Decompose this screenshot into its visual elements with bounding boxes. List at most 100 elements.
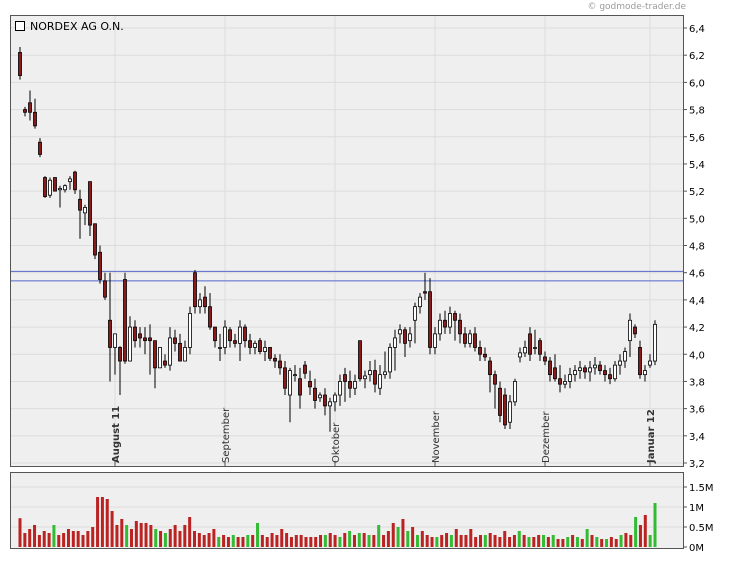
- candle: [523, 340, 527, 357]
- volume-bar: [445, 533, 449, 547]
- candle: [593, 356, 597, 375]
- candle: [458, 313, 462, 344]
- volume-tick-label: 1.5M: [689, 483, 714, 494]
- candle-body: [68, 178, 72, 183]
- candle-body: [403, 329, 407, 344]
- candle: [448, 306, 452, 334]
- candle-body: [158, 347, 162, 369]
- volume-bar: [71, 531, 75, 547]
- candle: [623, 347, 627, 368]
- candle-body: [18, 52, 22, 76]
- volume-bar: [522, 535, 526, 547]
- candle: [383, 351, 387, 379]
- volume-bar: [609, 537, 613, 547]
- price-tick-label: 4,4: [689, 296, 705, 307]
- candle: [328, 397, 332, 432]
- candle: [153, 340, 157, 389]
- candle: [553, 354, 557, 382]
- volume-bar: [571, 535, 575, 547]
- volume-bar: [47, 533, 51, 547]
- candle-body: [318, 394, 322, 399]
- candle: [473, 327, 477, 352]
- volume-bar: [585, 529, 589, 547]
- candle: [413, 302, 417, 344]
- candle: [618, 354, 622, 375]
- candle-body: [553, 367, 557, 380]
- volume-axis: 1.5M 1M 0.5M 0M: [683, 483, 714, 554]
- candle-body: [268, 347, 272, 359]
- candle-body: [558, 378, 562, 385]
- candle: [348, 370, 352, 398]
- candle-body: [163, 360, 167, 366]
- candle-body: [543, 356, 547, 362]
- candle-body: [633, 326, 637, 335]
- candle-body: [283, 367, 287, 389]
- month-label: Januar 12: [646, 409, 657, 464]
- candle-body: [468, 333, 472, 344]
- volume-bar: [129, 529, 133, 547]
- candle: [648, 354, 652, 368]
- volume-bar: [285, 533, 289, 547]
- candle: [563, 374, 567, 389]
- candle: [198, 293, 202, 314]
- price-tick-label: 4,2: [689, 323, 705, 334]
- candle-body: [298, 378, 302, 396]
- volume-bar: [629, 535, 633, 547]
- candle-body: [78, 198, 82, 211]
- candle-body: [178, 342, 182, 362]
- price-tick-label: 5,6: [689, 133, 705, 144]
- volume-bar: [212, 529, 216, 547]
- candle: [358, 340, 362, 382]
- volume-bar: [42, 531, 46, 547]
- candle-body: [358, 340, 362, 380]
- volume-bar: [105, 499, 109, 547]
- candle-body: [388, 347, 392, 373]
- price-tick-label: 6,2: [689, 51, 705, 62]
- volume-bar: [154, 529, 158, 547]
- volume-bar: [207, 533, 211, 547]
- volume-bar: [163, 533, 167, 547]
- volume-bar: [265, 537, 269, 547]
- volume-bar: [551, 535, 555, 547]
- volume-bar: [348, 531, 352, 547]
- volume-bar: [474, 537, 478, 547]
- candle-body: [123, 279, 127, 362]
- candle: [183, 340, 187, 362]
- candle-body: [203, 296, 207, 308]
- candle-body: [583, 367, 587, 373]
- volume-bar: [352, 535, 356, 547]
- volume-bar: [619, 535, 623, 547]
- candle-body: [418, 296, 422, 308]
- candle-body: [613, 364, 617, 380]
- volume-bar: [222, 535, 226, 547]
- price-tick-label: 4,6: [689, 269, 705, 280]
- candle-body: [108, 319, 112, 348]
- candle: [128, 316, 132, 362]
- candle: [113, 333, 117, 375]
- volume-bar: [304, 537, 308, 547]
- candle: [643, 365, 647, 382]
- volume-bar: [149, 525, 153, 547]
- volume-bar: [517, 531, 521, 547]
- candle: [503, 388, 507, 430]
- volume-bar: [653, 503, 657, 547]
- volume-bar: [120, 519, 124, 547]
- candle-body: [518, 352, 522, 358]
- candle-body: [48, 179, 52, 196]
- volume-bar: [270, 533, 274, 547]
- price-tick-label: 5,8: [689, 106, 705, 117]
- candle-body: [153, 340, 157, 369]
- price-panel: [10, 15, 684, 467]
- price-tick-label: 3,6: [689, 405, 705, 416]
- candle-body: [243, 326, 247, 342]
- candle-body: [638, 347, 642, 376]
- candle-body: [278, 360, 282, 369]
- volume-bar: [546, 537, 550, 547]
- volume-bar: [464, 535, 468, 547]
- candle: [68, 176, 72, 190]
- candle: [278, 354, 282, 375]
- volume-bar: [386, 531, 390, 547]
- candle: [583, 365, 587, 379]
- candle-body: [198, 299, 202, 308]
- candle-body: [63, 185, 67, 191]
